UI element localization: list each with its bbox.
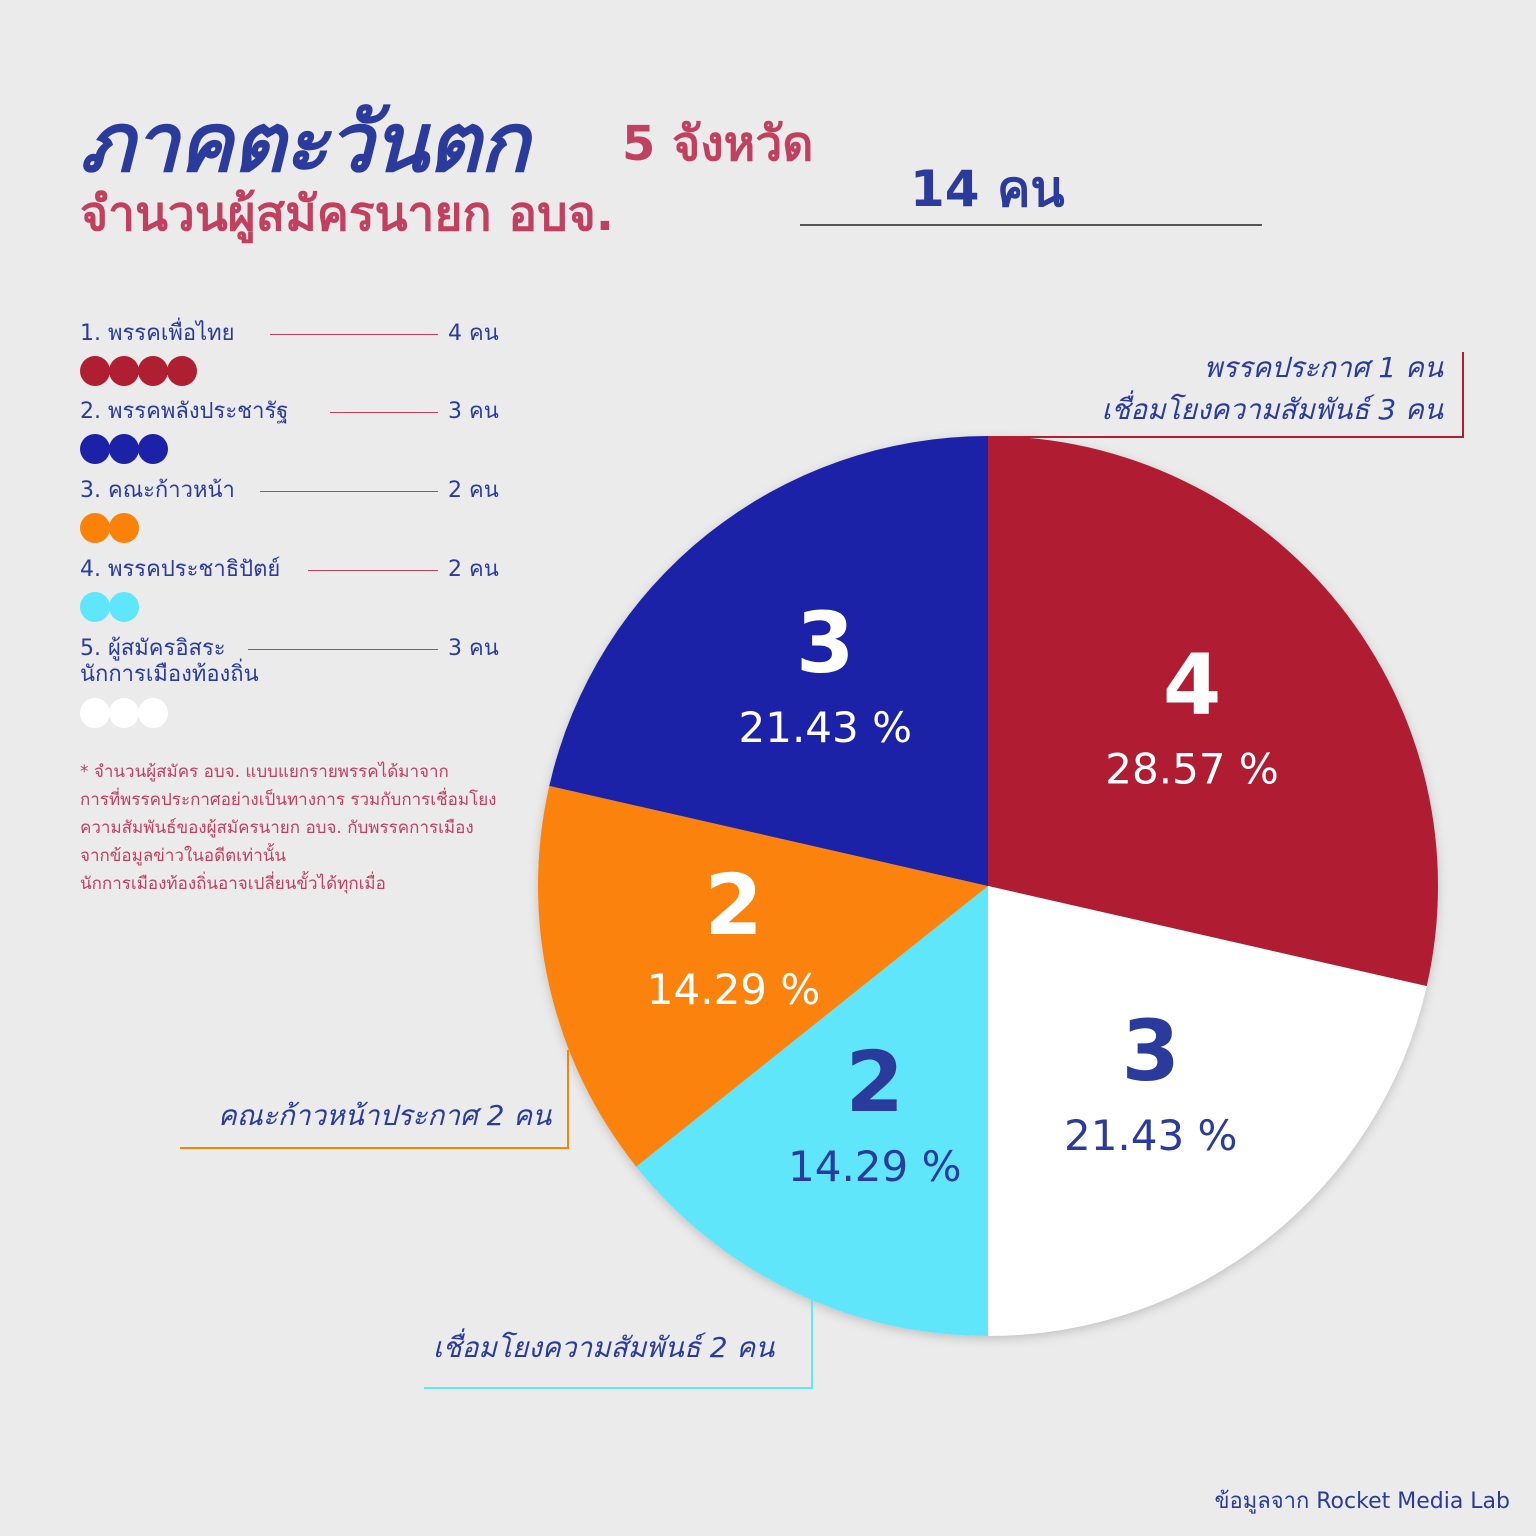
callout-line-red (990, 352, 1464, 438)
callout-line-orange (180, 1050, 569, 1149)
legend-dot (109, 513, 139, 543)
legend-dot (138, 698, 168, 728)
legend-dot (80, 592, 110, 622)
slice-percent-label: 28.57 % (1105, 744, 1279, 793)
slice-percent-label: 14.29 % (647, 965, 821, 1014)
page-title: ภาคตะวันตก (80, 96, 529, 191)
legend-label: 4. พรรคประชาธิปัตย์ (80, 557, 281, 582)
legend-dot (80, 434, 110, 464)
legend-label: 2. พรรคพลังประชารัฐ (80, 399, 289, 424)
legend-dots (80, 356, 197, 386)
pie-slice (636, 886, 988, 1336)
legend-dots (80, 434, 168, 464)
footnote-line: ความสัมพันธ์ของผู้สมัครนายก อบจ. กับพรรค… (80, 818, 474, 838)
slice-value-label: 2 (704, 856, 762, 954)
callout-red-line2: เชื่อมโยงความสัมพันธ์ 3 คน (1101, 393, 1443, 426)
pie-slice (988, 436, 1438, 987)
page-subtitle: 5 จังหวัด (622, 116, 814, 172)
total-underline (800, 224, 1262, 226)
legend-dot (138, 356, 168, 386)
legend-leader-line (248, 649, 438, 650)
legend-leader-line (260, 491, 438, 492)
total-count: 14 คน (910, 160, 1065, 218)
legend-dots (80, 513, 139, 543)
source-credit: ข้อมูลจาก Rocket Media Lab (1214, 1489, 1510, 1514)
pie-slice (988, 886, 1427, 1336)
legend-count: 2 คน (448, 557, 499, 582)
legend-dot (109, 698, 139, 728)
footnote-line: นักการเมืองท้องถิ่นอาจเปลี่ยนขั้วได้ทุกเ… (80, 874, 386, 894)
callout-red-line1: พรรคประกาศ 1 คน (1203, 351, 1443, 384)
legend-dots (80, 698, 168, 728)
legend-count: 3 คน (448, 399, 499, 424)
footnote-line: จากข้อมูลข่าวในอดีตเท่านั้น (80, 846, 286, 866)
pie-slice (549, 436, 988, 886)
legend-dot (80, 513, 110, 543)
slice-value-label: 4 (1163, 635, 1221, 733)
slice-value-label: 2 (846, 1033, 904, 1131)
legend-dot (109, 592, 139, 622)
legend-leader-line (270, 334, 438, 335)
callout-line-cyan (424, 1300, 813, 1389)
callout-orange: คณะก้าวหน้าประกาศ 2 คน (218, 1099, 552, 1132)
callout-cyan: เชื่อมโยงความสัมพันธ์ 2 คน (433, 1331, 775, 1364)
legend-dot (80, 698, 110, 728)
legend-dots (80, 592, 139, 622)
slice-percent-label: 21.43 % (739, 703, 913, 752)
legend-leader-line (308, 570, 438, 571)
legend-leader-line (330, 412, 438, 413)
legend-dot (167, 356, 197, 386)
legend-count: 2 คน (448, 478, 499, 503)
footnote-line: * จำนวนผู้สมัคร อบจ. แบบแยกรายพรรคได้มาจ… (80, 762, 449, 782)
legend-dot (80, 356, 110, 386)
footnote: * จำนวนผู้สมัคร อบจ. แบบแยกรายพรรคได้มาจ… (80, 758, 530, 898)
legend-label-line2: นักการเมืองท้องถิ่น (80, 662, 259, 687)
legend-dot (109, 434, 139, 464)
candidates-heading: จำนวนผู้สมัครนายก อบจ. (80, 186, 614, 242)
legend-label: 1. พรรคเพื่อไทย (80, 321, 235, 346)
legend-dot (138, 434, 168, 464)
legend-count: 4 คน (448, 321, 499, 346)
slice-value-label: 3 (796, 594, 854, 692)
slice-value-label: 3 (1122, 1002, 1180, 1100)
footnote-line: การที่พรรคประกาศอย่างเป็นทางการ รวมกับกา… (80, 790, 497, 810)
legend-count: 3 คน (448, 636, 499, 661)
legend-label: 5. ผู้สมัครอิสระ (80, 636, 226, 661)
pie-slice (537, 785, 988, 1167)
legend-label: 3. คณะก้าวหน้า (80, 478, 235, 503)
legend-dot (109, 356, 139, 386)
slice-percent-label: 21.43 % (1064, 1111, 1238, 1160)
slice-percent-label: 14.29 % (788, 1142, 962, 1191)
